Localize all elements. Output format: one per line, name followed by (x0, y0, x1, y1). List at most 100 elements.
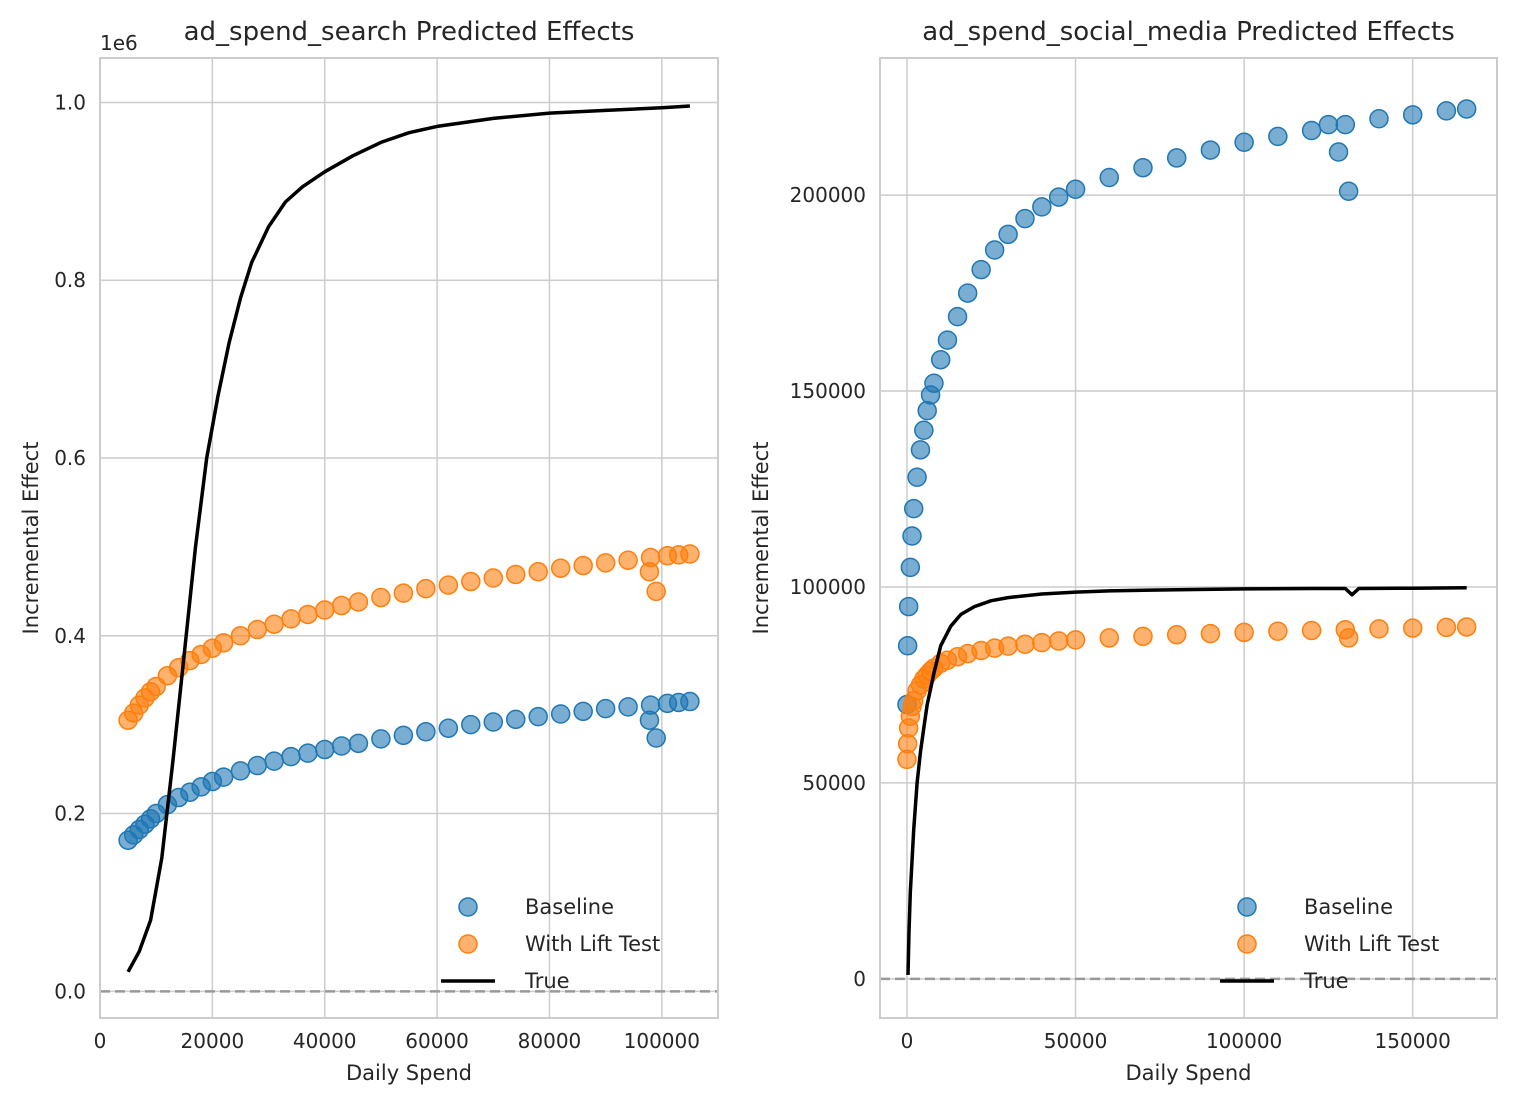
search-baseline-point (483, 712, 504, 732)
social-ticks: 0 50000 100000 150000 0 50000 100000 150000 2000… (790, 183, 1451, 1053)
search-baseline-point (281, 746, 301, 767)
social-baseline-point (1015, 208, 1035, 229)
search-grid (99, 58, 718, 1018)
search-with-lift-test-point (416, 578, 436, 599)
social-baseline-series (897, 99, 1477, 715)
social-with-lift-test-point (1015, 634, 1035, 654)
social-baseline-point (907, 467, 927, 488)
chart-search: 0 20000 40000 60000 80000 100000 0.0 0.2 0.4 0.6 0… (19, 17, 719, 1085)
search-with-lift-test-point (438, 575, 459, 595)
social-y-tick-label: 50000 (802, 771, 866, 795)
social-baseline-point (1369, 108, 1389, 129)
social-baseline-point (1099, 167, 1120, 188)
social-with-lift-test-point (998, 636, 1018, 656)
social-chart-title: ad_spend_social_media Predicted Effects (922, 17, 1455, 47)
search-legend-with-lift-test-marker (458, 934, 478, 954)
search-with-lift-test-point (618, 550, 638, 570)
social-baseline-point (1234, 132, 1254, 152)
search-baseline-point (371, 729, 391, 749)
social-legend-with-lift-test-marker (1237, 934, 1257, 954)
search-x-tick-label: 40000 (293, 1029, 357, 1053)
social-with-lift-test-point (1200, 623, 1221, 644)
search-with-lift-test-point (298, 604, 318, 625)
social-with-lift-test-point (1099, 628, 1120, 648)
search-with-lift-test-point (331, 595, 352, 616)
search-baseline-point (230, 761, 251, 781)
social-baseline-point (903, 498, 924, 519)
social-x-tick-label: 150000 (1375, 1029, 1451, 1053)
search-x-axis-label: Daily Spend (346, 1061, 472, 1085)
social-true-line (906, 586, 1467, 975)
social-baseline-point (1048, 187, 1069, 207)
search-with-lift-test-point (247, 619, 268, 640)
search-with-lift-test-series (118, 544, 700, 730)
social-baseline-point (1166, 148, 1187, 168)
search-baseline-point (573, 701, 593, 722)
search-baseline-point (331, 736, 352, 756)
search-baseline-point (213, 767, 234, 787)
search-baseline-point (639, 710, 660, 730)
search-with-lift-test-point (646, 581, 666, 602)
search-with-lift-test-point (264, 614, 284, 634)
search-with-lift-test-point (528, 562, 548, 582)
social-baseline-point (917, 400, 937, 421)
search-y-offset-text: 1e6 (100, 31, 138, 55)
social-with-lift-test-point (1338, 628, 1359, 648)
search-x-tick-label: 60000 (405, 1029, 469, 1053)
search-with-lift-test-point (348, 592, 369, 612)
social-baseline-point (914, 420, 934, 440)
search-baseline-point (618, 697, 638, 717)
social-baseline-point (930, 349, 951, 370)
search-y-tick-label: 0.8 (54, 268, 86, 292)
social-with-lift-test-point (1369, 619, 1389, 639)
social-baseline-point (910, 440, 931, 460)
search-baseline-series (118, 691, 700, 850)
social-baseline-point (957, 283, 978, 303)
search-with-lift-test-point (213, 633, 234, 653)
search-x-tick-label: 80000 (518, 1029, 582, 1053)
social-baseline-point (947, 306, 968, 327)
search-legend-with-lift-test-label: With Lift Test (525, 932, 660, 956)
social-x-tick-label: 0 (901, 1029, 914, 1053)
search-with-lift-test-point (461, 571, 481, 592)
social-baseline-point (1335, 114, 1356, 135)
social-with-lift-test-point (1133, 626, 1153, 647)
social-legend-baseline-label: Baseline (1304, 895, 1393, 919)
search-y-tick-label: 0.4 (54, 624, 86, 648)
social-baseline-point (924, 373, 944, 393)
search-with-lift-test-point (550, 558, 571, 578)
social-baseline-point (900, 557, 921, 578)
social-legend-true-label: True (1303, 969, 1349, 993)
search-with-lift-test-point (639, 562, 660, 582)
search-legend: Baseline With Lift Test True (441, 895, 660, 993)
search-true-line (126, 104, 691, 973)
social-y-tick-label: 0 (853, 967, 866, 991)
social-y-tick-label: 100000 (790, 575, 866, 599)
social-legend-baseline-marker (1237, 897, 1257, 917)
social-with-lift-test-point (1166, 625, 1187, 645)
search-baseline-point (680, 691, 700, 712)
social-legend: Baseline With Lift Test True (1220, 895, 1439, 993)
social-legend-with-lift-test-label: With Lift Test (1304, 932, 1439, 956)
search-with-lift-test-point (680, 544, 700, 564)
social-baseline-point (998, 224, 1018, 245)
search-legend-true-label: True (524, 969, 570, 993)
search-chart-title: ad_spend_search Predicted Effects (184, 17, 635, 47)
social-data-layer (897, 99, 1477, 975)
search-with-lift-test-point (371, 587, 391, 608)
social-baseline-point (1328, 142, 1349, 162)
search-x-tick-label: 0 (94, 1029, 107, 1053)
search-baseline-point (416, 722, 436, 742)
social-with-lift-test-point (1436, 617, 1457, 638)
social-y-tick-label: 200000 (790, 183, 866, 207)
social-baseline-point (1436, 101, 1457, 121)
social-x-axis-label: Daily Spend (1125, 1061, 1251, 1085)
social-with-lift-test-point (1402, 618, 1423, 638)
search-baseline-point (298, 743, 318, 763)
social-baseline-point (937, 330, 958, 350)
search-baseline-point (528, 706, 548, 727)
search-baseline-point (646, 728, 666, 748)
social-baseline-point (1268, 126, 1288, 147)
search-baseline-point (595, 698, 616, 719)
